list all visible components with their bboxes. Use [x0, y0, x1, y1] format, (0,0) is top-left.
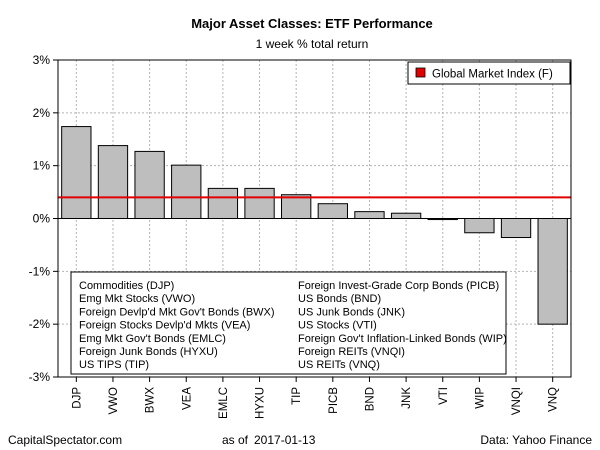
x-tick-label-emlc: EMLC [218, 387, 230, 419]
y-tick-label: 1% [33, 159, 51, 173]
bar-vea [171, 164, 202, 220]
chart-subtitle: 1 week % total return [256, 37, 369, 51]
x-tick-label-bnd: BND [364, 387, 376, 411]
x-tick-label-vwo: VWO [108, 387, 120, 415]
bar-vwo [97, 145, 129, 219]
description-legend-item: Foreign Devlp'd Mkt Gov't Bonds (BWX) [79, 306, 275, 318]
y-tick-label: 2% [33, 106, 51, 120]
x-tick-label-djp: DJP [71, 387, 83, 409]
x-tick-label-wip: WIP [474, 387, 486, 409]
bar-picb [317, 203, 348, 219]
description-legend-item: Foreign Junk Bonds (HYXU) [79, 346, 218, 358]
description-legend-right: Foreign Invest-Grade Corp Bonds (PICB)US… [298, 280, 507, 371]
reference-legend-box [407, 61, 571, 85]
y-tick-label: 0% [33, 212, 51, 226]
y-tick-label: -3% [29, 370, 51, 384]
description-legend-item: Commodities (DJP) [79, 280, 174, 292]
bar-bwx [134, 150, 165, 220]
footer-source-left: CapitalSpectator.com [8, 433, 122, 447]
description-legend-item: US REITs (VNQ) [298, 359, 380, 371]
description-legend-box [70, 271, 507, 375]
bar-emlc [207, 187, 239, 219]
bar-bnd [354, 211, 385, 220]
description-legend-item: Foreign REITs (VNQI) [298, 346, 405, 358]
bar-vnqi [500, 218, 532, 239]
x-tick-label-jnk: JNK [401, 387, 413, 409]
x-tick-label-bwx: BWX [145, 387, 157, 414]
bar-jnk [390, 212, 422, 219]
chart-title: Major Asset Classes: ETF Performance [191, 16, 433, 31]
x-tick-label-vnq: VNQ [548, 387, 560, 412]
description-legend-item: Foreign Stocks Devlp'd Mkts (VEA) [79, 320, 250, 332]
x-tick-label-vea: VEA [181, 387, 193, 410]
description-legend: Commodities (DJP)Emg Mkt Stocks (VWO)For… [70, 271, 507, 375]
y-tick-label: 3% [33, 53, 51, 67]
x-tick-label-hyxu: HYXU [255, 387, 267, 419]
bar-hyxu [244, 187, 275, 219]
x-tick-label-tip: TIP [291, 387, 303, 405]
bar-vnq [537, 218, 568, 325]
footer-as-of: as of [222, 433, 249, 447]
description-legend-left: Commodities (DJP)Emg Mkt Stocks (VWO)For… [79, 280, 275, 371]
x-tick-label-picb: PICB [328, 387, 340, 414]
description-legend-item: Foreign Gov't Inflation-Linked Bonds (WI… [298, 333, 507, 345]
x-axis: DJP VWO BWX VEA EMLC HYXU TIP PICB BND JNK VTI WIP V… [71, 377, 560, 419]
description-legend-item: US Junk Bonds (JNK) [298, 306, 405, 318]
reference-legend-label: Global Market Index (F) [432, 69, 553, 81]
description-legend-item: US Stocks (VTI) [298, 320, 377, 332]
reference-legend-swatch [415, 67, 426, 78]
bars [61, 126, 568, 325]
footer-date: 2017-01-13 [254, 433, 316, 447]
x-tick-label-vti: VTI [438, 387, 450, 405]
reference-legend: Global Market Index (F) [407, 61, 571, 85]
footer-source-right: Data: Yahoo Finance [480, 433, 592, 447]
plot-frame [57, 59, 572, 378]
bar-wip [464, 218, 495, 234]
description-legend-item: Foreign Invest-Grade Corp Bonds (PICB) [298, 280, 499, 292]
description-legend-item: Emg Mkt Gov't Bonds (EMLC) [79, 333, 226, 345]
description-legend-item: US Bonds (BND) [298, 293, 381, 305]
y-tick-label: -2% [29, 317, 51, 331]
bar-djp [61, 126, 92, 219]
y-tick-label: -1% [29, 264, 51, 278]
description-legend-item: Emg Mkt Stocks (VWO) [79, 293, 195, 305]
description-legend-item: US TIPS (TIP) [79, 359, 149, 371]
x-tick-label-vnqi: VNQI [511, 387, 523, 415]
y-axis: -3% -2% -1% 0% 1% 2% 3% [29, 53, 58, 384]
